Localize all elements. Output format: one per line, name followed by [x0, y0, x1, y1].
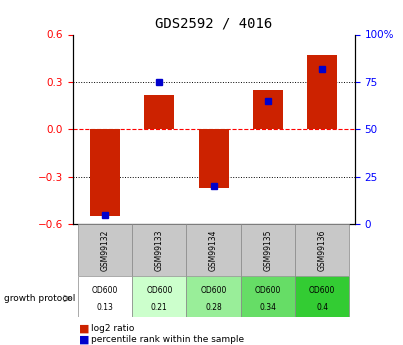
Text: 0.28: 0.28 [205, 303, 222, 312]
Bar [253, 90, 283, 129]
Text: GSM99133: GSM99133 [155, 229, 164, 271]
Bar [90, 129, 120, 216]
Bar [295, 276, 349, 317]
Text: GSM99135: GSM99135 [263, 229, 272, 271]
Bar [144, 95, 174, 129]
Title: GDS2592 / 4016: GDS2592 / 4016 [155, 17, 272, 31]
Text: ■: ■ [79, 335, 89, 345]
Text: growth protocol: growth protocol [4, 294, 75, 303]
Bar [241, 224, 295, 276]
Text: OD600: OD600 [255, 286, 281, 295]
Text: OD600: OD600 [200, 286, 227, 295]
Bar [307, 55, 337, 129]
Bar [132, 276, 187, 317]
Text: ■: ■ [79, 324, 89, 333]
Bar [187, 276, 241, 317]
Text: 0.21: 0.21 [151, 303, 168, 312]
Text: GSM99136: GSM99136 [318, 229, 326, 271]
Bar [78, 276, 132, 317]
Bar [78, 224, 132, 276]
Bar [132, 224, 187, 276]
Text: log2 ratio: log2 ratio [91, 324, 134, 333]
Text: OD600: OD600 [92, 286, 118, 295]
Text: 0.34: 0.34 [260, 303, 276, 312]
Text: GSM99134: GSM99134 [209, 229, 218, 271]
Bar [241, 276, 295, 317]
Text: OD600: OD600 [146, 286, 172, 295]
Text: 0.4: 0.4 [316, 303, 328, 312]
Text: GSM99132: GSM99132 [101, 229, 110, 271]
Text: percentile rank within the sample: percentile rank within the sample [91, 335, 244, 344]
Bar [295, 224, 349, 276]
Bar [199, 129, 229, 188]
Bar [187, 224, 241, 276]
Text: 0.13: 0.13 [97, 303, 114, 312]
Text: OD600: OD600 [309, 286, 335, 295]
